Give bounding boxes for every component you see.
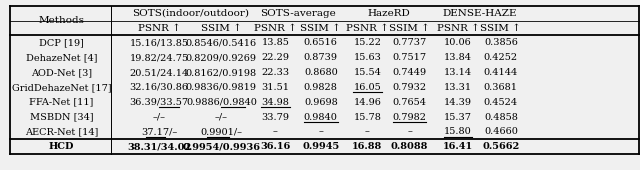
Text: AECR-Net [14]: AECR-Net [14] (25, 127, 98, 136)
Text: 0.7449: 0.7449 (392, 68, 427, 77)
Text: 0.9836/0.9819: 0.9836/0.9819 (186, 83, 257, 92)
Text: 0.6516: 0.6516 (304, 38, 338, 47)
Text: 15.22: 15.22 (353, 38, 381, 47)
Text: 0.9945: 0.9945 (302, 142, 339, 151)
Text: 13.84: 13.84 (444, 53, 472, 62)
Text: 31.51: 31.51 (262, 83, 289, 92)
Text: 36.39/33.57: 36.39/33.57 (129, 98, 189, 107)
Text: 13.85: 13.85 (262, 38, 289, 47)
Text: SOTS(indoor/outdoor): SOTS(indoor/outdoor) (132, 9, 249, 18)
Text: HCD: HCD (49, 142, 74, 151)
Text: 0.4858: 0.4858 (484, 113, 518, 122)
Text: 0.9954/0.9936: 0.9954/0.9936 (182, 142, 260, 151)
Text: 0.7517: 0.7517 (392, 53, 427, 62)
Text: 37.17/–: 37.17/– (141, 127, 177, 136)
Text: 16.05: 16.05 (353, 83, 381, 92)
Text: FFA-Net [11]: FFA-Net [11] (29, 98, 93, 107)
Text: 20.51/24.14: 20.51/24.14 (129, 68, 189, 77)
Text: 0.8739: 0.8739 (304, 53, 338, 62)
Text: 0.7982: 0.7982 (392, 113, 426, 122)
Text: 15.78: 15.78 (353, 113, 381, 122)
Text: –: – (365, 127, 370, 136)
Text: 0.8209/0.9269: 0.8209/0.9269 (186, 53, 257, 62)
Text: SSIM ↑: SSIM ↑ (201, 23, 242, 32)
Text: 15.37: 15.37 (444, 113, 472, 122)
Text: PSNR ↑: PSNR ↑ (436, 23, 479, 32)
Text: –: – (273, 127, 278, 136)
Text: GridDehazeNet [17]: GridDehazeNet [17] (12, 83, 111, 92)
Text: 16.88: 16.88 (352, 142, 383, 151)
Text: 13.31: 13.31 (444, 83, 472, 92)
Text: 32.16/30.86: 32.16/30.86 (129, 83, 189, 92)
Text: 0.8162/0.9198: 0.8162/0.9198 (186, 68, 257, 77)
Text: 0.4252: 0.4252 (484, 53, 518, 62)
Text: PSNR ↑: PSNR ↑ (254, 23, 297, 32)
Text: 0.8546/0.5416: 0.8546/0.5416 (186, 38, 257, 47)
Text: 0.4660: 0.4660 (484, 127, 518, 136)
Text: Methods: Methods (38, 16, 84, 25)
Text: HazeRD: HazeRD (367, 9, 410, 18)
Text: –: – (407, 127, 412, 136)
Text: 0.4144: 0.4144 (484, 68, 518, 77)
Text: 36.16: 36.16 (260, 142, 291, 151)
Text: SOTS-average: SOTS-average (260, 9, 336, 18)
Text: MSBDN [34]: MSBDN [34] (29, 113, 93, 122)
Text: 15.16/13.85: 15.16/13.85 (129, 38, 189, 47)
Text: SSIM ↑: SSIM ↑ (481, 23, 521, 32)
Text: 0.7932: 0.7932 (392, 83, 427, 92)
Text: 0.7654: 0.7654 (392, 98, 426, 107)
Text: –/–: –/– (215, 113, 228, 122)
Text: 14.96: 14.96 (353, 98, 381, 107)
Text: 33.79: 33.79 (262, 113, 289, 122)
Text: DehazeNet [4]: DehazeNet [4] (26, 53, 97, 62)
Text: 13.14: 13.14 (444, 68, 472, 77)
Text: 0.7737: 0.7737 (392, 38, 427, 47)
Text: 15.63: 15.63 (353, 53, 381, 62)
Text: 15.54: 15.54 (353, 68, 381, 77)
Text: 0.8088: 0.8088 (391, 142, 428, 151)
Text: 16.41: 16.41 (443, 142, 473, 151)
Text: 0.3856: 0.3856 (484, 38, 518, 47)
Text: PSNR ↑: PSNR ↑ (346, 23, 389, 32)
Text: DCP [19]: DCP [19] (39, 38, 84, 47)
Text: AOD-Net [3]: AOD-Net [3] (31, 68, 92, 77)
Text: SSIM ↑: SSIM ↑ (300, 23, 341, 32)
Text: 0.9828: 0.9828 (304, 83, 338, 92)
Text: 0.9886/0.9840: 0.9886/0.9840 (186, 98, 257, 107)
Text: –: – (318, 127, 323, 136)
Text: 0.9698: 0.9698 (304, 98, 338, 107)
Text: 22.29: 22.29 (262, 53, 289, 62)
Text: 0.5662: 0.5662 (482, 142, 520, 151)
Text: 10.06: 10.06 (444, 38, 472, 47)
Text: PSNR ↑: PSNR ↑ (138, 23, 180, 32)
Text: 0.3681: 0.3681 (484, 83, 518, 92)
Text: 0.8680: 0.8680 (304, 68, 338, 77)
Text: 15.80: 15.80 (444, 127, 472, 136)
Text: 38.31/34.02: 38.31/34.02 (127, 142, 191, 151)
Text: SSIM ↑: SSIM ↑ (389, 23, 430, 32)
Text: 34.98: 34.98 (262, 98, 289, 107)
Text: –/–: –/– (152, 113, 166, 122)
Text: 14.39: 14.39 (444, 98, 472, 107)
Text: 0.4524: 0.4524 (484, 98, 518, 107)
Text: 0.9840: 0.9840 (304, 113, 338, 122)
Text: 19.82/24.75: 19.82/24.75 (129, 53, 189, 62)
Text: 22.33: 22.33 (261, 68, 289, 77)
Text: 0.9901/–: 0.9901/– (200, 127, 243, 136)
Text: DENSE-HAZE: DENSE-HAZE (442, 9, 516, 18)
